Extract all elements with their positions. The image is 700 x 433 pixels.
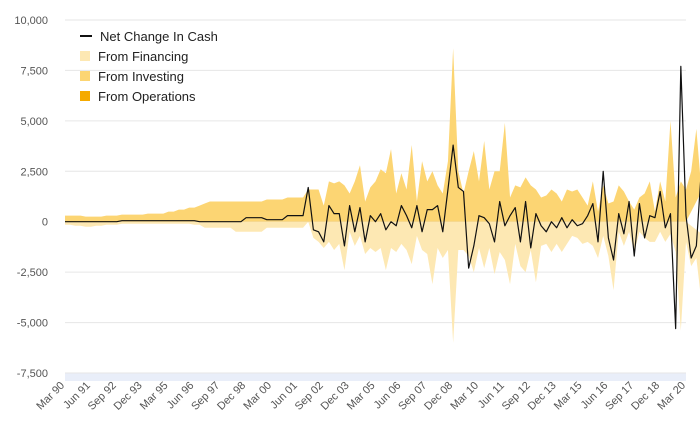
legend-swatch-icon (80, 71, 90, 81)
x-tick-label: Mar 00 (241, 380, 274, 413)
y-tick-label: 7,500 (20, 65, 48, 77)
legend: Net Change In Cash From Financing From I… (80, 26, 218, 106)
legend-item-net-change: Net Change In Cash (80, 26, 218, 46)
y-tick-label: 0 (42, 217, 48, 229)
legend-label: From Financing (98, 48, 189, 64)
x-tick-label: Dec 93 (112, 380, 145, 413)
legend-item-operations: From Operations (80, 86, 218, 106)
area-from-financing (65, 221, 700, 343)
x-tick-label: Mar 05 (345, 380, 378, 413)
x-tick-label: Dec 08 (422, 380, 455, 413)
y-tick-label: -7,500 (17, 368, 48, 380)
legend-label: Net Change In Cash (100, 28, 218, 44)
x-tick-label: Dec 98 (215, 380, 248, 413)
x-tick-label: Mar 90 (34, 380, 67, 413)
legend-label: From Operations (98, 88, 196, 104)
legend-label: From Investing (98, 68, 184, 84)
x-tick-label: Mar 95 (138, 380, 171, 413)
legend-swatch-icon (80, 51, 90, 61)
y-tick-label: 10,000 (14, 15, 48, 27)
x-tick-label: Dec 03 (319, 380, 352, 413)
legend-item-investing: From Investing (80, 66, 218, 86)
legend-line-icon (80, 35, 92, 37)
x-axis-band (65, 373, 686, 381)
x-tick-label: Mar 20 (655, 380, 688, 413)
line-net-change-in-cash (65, 65, 700, 330)
x-tick-label: Mar 10 (448, 380, 481, 413)
legend-swatch-icon (80, 91, 90, 101)
area-from-investing (65, 48, 700, 222)
legend-item-financing: From Financing (80, 46, 218, 66)
y-tick-label: 5,000 (20, 116, 48, 128)
y-tick-label: 2,500 (20, 166, 48, 178)
x-tick-label: Dec 13 (526, 380, 559, 413)
y-tick-label: -5,000 (17, 318, 48, 330)
y-tick-label: -2,500 (17, 267, 48, 279)
x-tick-label: Dec 18 (629, 380, 662, 413)
x-tick-label: Mar 15 (552, 380, 585, 413)
